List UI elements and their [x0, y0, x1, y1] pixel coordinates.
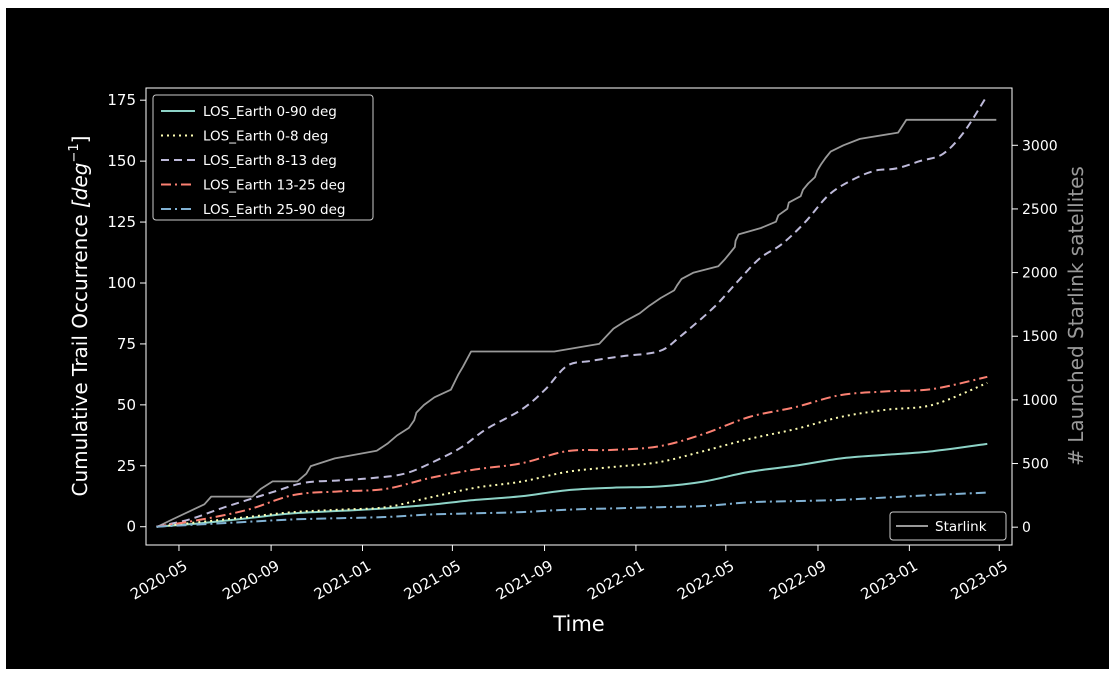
plot-frame	[145, 87, 1013, 546]
legend-starlink: Starlink	[889, 511, 1007, 541]
y-axis-label-base: Cumulative Trail Occurrence	[68, 208, 92, 496]
y-tick-label: 25	[117, 457, 136, 475]
y-tick-label: 75	[117, 335, 136, 353]
y-axis-label-exponent: −1	[67, 143, 82, 162]
y-tick-label: 0	[126, 518, 136, 536]
series-layer	[156, 94, 997, 529]
x-tick-label: 2021-09	[493, 557, 556, 604]
legend-label: LOS_Earth 8-13 deg	[203, 153, 337, 169]
legend-label: LOS_Earth 25-90 deg	[203, 202, 345, 218]
y2-tick-label: 2000	[1022, 266, 1058, 282]
legend-label: LOS_Earth 0-8 deg	[203, 129, 328, 145]
x-tick-label: 2021-01	[311, 557, 374, 604]
x-tick-label: 2023-01	[858, 557, 921, 604]
x-tick-label: 2022-05	[674, 557, 737, 604]
series-line-los-earth-13-25-deg	[156, 375, 988, 528]
series-line-starlink	[156, 118, 997, 529]
x-tick-label: 2023-05	[948, 557, 1011, 604]
y-tick-label: 50	[117, 396, 136, 414]
figure-background: 2020-05 2020-09 2021-01 2021-05 2021-09 2022-…	[6, 8, 1109, 669]
y2-tick-label: 1500	[1022, 329, 1058, 345]
x-tick-label: 2020-09	[219, 557, 282, 604]
y2-tick-label: 2500	[1022, 202, 1058, 218]
series-line-los-earth-0-8-deg	[156, 381, 988, 528]
y-axis-label: Cumulative Trail Occurrence [deg−1]	[67, 136, 92, 497]
chart: 2020-05 2020-09 2021-01 2021-05 2021-09 2022-…	[67, 87, 1088, 636]
legend2-box	[889, 511, 1007, 541]
y-tick-label: 100	[107, 274, 136, 292]
legend-main: LOS_Earth 0-90 deg LOS_Earth 0-8 deg LOS_E…	[152, 94, 374, 221]
y2-axis: 0 500 1000 1500 2000 2500 3000	[1012, 138, 1058, 536]
x-axis: 2020-05 2020-09 2021-01 2021-05 2021-09 2022-…	[127, 545, 1011, 604]
plot-area	[145, 87, 1013, 546]
legend-label: LOS_Earth 0-90 deg	[203, 104, 337, 120]
x-tick-label: 2022-09	[766, 557, 829, 604]
y-tick-label: 150	[107, 152, 136, 170]
legend-label: LOS_Earth 13-25 deg	[203, 178, 345, 194]
y2-tick-label: 3000	[1022, 138, 1058, 154]
x-tick-label: 2022-01	[584, 557, 647, 604]
y2-tick-label: 1000	[1022, 393, 1058, 409]
x-tick-label: 2020-05	[127, 557, 190, 604]
x-tick-label: 2021-05	[401, 557, 464, 604]
series-line-los-earth-25-90-deg	[156, 491, 988, 528]
legend2-label: Starlink	[935, 519, 987, 535]
y-tick-label: 175	[107, 91, 136, 109]
y2-tick-label: 0	[1022, 520, 1031, 536]
y-axis: 0 25 50 75 100 125 150 175	[107, 91, 146, 536]
y-tick-label: 125	[107, 213, 136, 231]
y-axis-label-unit: [deg	[68, 163, 92, 209]
series-line-los-earth-8-13-deg	[156, 94, 989, 528]
y2-tick-label: 500	[1022, 457, 1049, 473]
legend-box	[152, 94, 374, 221]
y2-axis-label: # Launched Starlink satellites	[1064, 166, 1088, 466]
series-line-los-earth-0-90-deg	[156, 442, 988, 528]
y-axis-label-close: ]	[68, 136, 92, 144]
x-axis-label: Time	[552, 612, 604, 636]
